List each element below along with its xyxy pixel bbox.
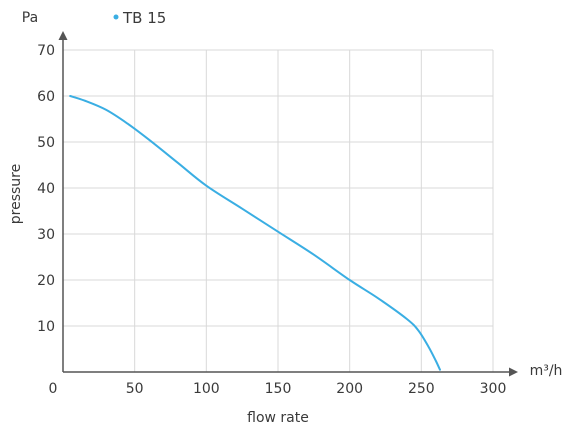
- x-tick-label: 200: [336, 381, 363, 397]
- y-tick-label: 30: [37, 227, 55, 243]
- legend-marker: [113, 14, 119, 20]
- x-unit-label: m³/h: [530, 363, 563, 379]
- y-tick-label: 70: [37, 43, 55, 59]
- y-axis-arrow: [58, 31, 68, 40]
- y-tick-label: 20: [37, 273, 55, 289]
- y-tick-label: 10: [37, 319, 55, 335]
- series: [69, 95, 441, 371]
- y-axis-title: pressure: [8, 164, 24, 224]
- y-tick-label: 40: [37, 181, 55, 197]
- x-tick-label: 300: [480, 381, 507, 397]
- x-axis-title: flow rate: [247, 410, 309, 426]
- series-line-tb-15: [69, 95, 441, 371]
- x-axis-arrow: [509, 367, 518, 377]
- grid: [63, 49, 494, 372]
- legend-label: TB 15: [122, 9, 166, 27]
- y-tick-label: 60: [37, 89, 55, 105]
- x-tick-label: 250: [408, 381, 435, 397]
- x-tick-label: 150: [265, 381, 292, 397]
- legend: TB 15: [113, 9, 166, 27]
- x-tick-label: 50: [126, 381, 144, 397]
- y-unit-label: Pa: [22, 10, 38, 26]
- x-tick-label: 100: [193, 381, 220, 397]
- axes: [58, 31, 518, 377]
- tick-labels: 0 50 100 150 200 250 300 10 20 30 40 50 60 70: [37, 43, 506, 397]
- x-tick-label: 0: [49, 381, 58, 397]
- y-tick-label: 50: [37, 135, 55, 151]
